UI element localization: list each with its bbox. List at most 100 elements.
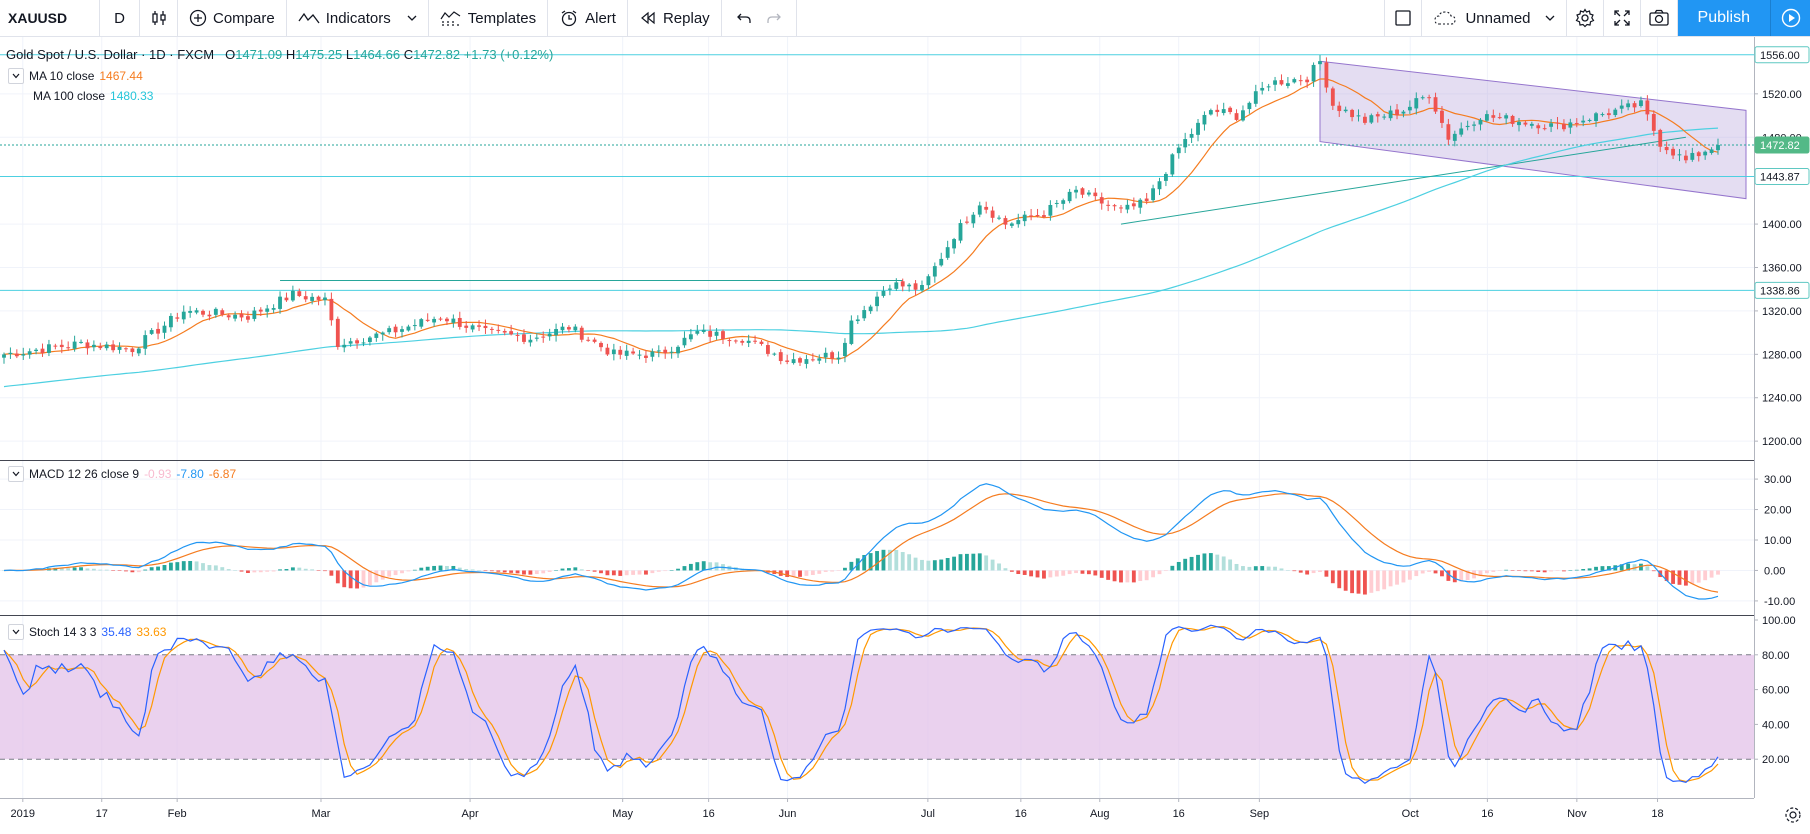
candle-body: [926, 276, 931, 286]
publish-button[interactable]: Publish: [1677, 0, 1770, 36]
candle-body: [85, 342, 90, 349]
ma10-line: [3, 78, 1719, 360]
candle-body: [496, 329, 501, 331]
candle-body: [836, 357, 841, 360]
macd-histogram-bar: [361, 570, 366, 588]
candle-body: [1305, 79, 1310, 83]
macd-histogram-bar: [130, 570, 135, 573]
candle-body: [213, 308, 218, 315]
macd-histogram-bar: [1016, 570, 1021, 575]
trend-line[interactable]: [1120, 136, 1686, 225]
candle-body: [1009, 223, 1014, 226]
macd-histogram-bar: [1285, 570, 1290, 571]
settings-button[interactable]: [1567, 0, 1604, 36]
fullscreen-button[interactable]: [1604, 0, 1641, 36]
macd-histogram-bar: [1568, 570, 1573, 571]
collapse-stoch-toggle[interactable]: [8, 624, 24, 640]
macd-histogram-bar: [1202, 553, 1207, 571]
candle-body: [1170, 154, 1175, 175]
macd-histogram-bar: [907, 554, 912, 571]
candles: [2, 55, 1720, 369]
chevron-down-icon[interactable]: [407, 13, 417, 23]
candle-body: [1401, 111, 1406, 114]
macd-histogram-bar: [1401, 570, 1406, 583]
macd-pane[interactable]: [0, 478, 1754, 602]
gear-teeth: [1785, 807, 1801, 823]
collapse-macd-toggle[interactable]: [8, 466, 24, 482]
ma100-legend: MA 100 close 1480.33: [33, 89, 153, 103]
stoch-pane[interactable]: [0, 624, 1754, 785]
play-button[interactable]: [1770, 0, 1810, 36]
candle-body: [855, 319, 860, 322]
candle-body: [1555, 122, 1560, 124]
macd-histogram-bar: [290, 567, 295, 571]
redo-icon[interactable]: [766, 10, 782, 26]
undo-icon[interactable]: [736, 10, 752, 26]
macd-histogram-bar: [1600, 566, 1605, 571]
candle-body: [1074, 189, 1078, 193]
candle-body: [1484, 114, 1489, 121]
templates-button[interactable]: Templates: [429, 0, 549, 36]
candle-body: [419, 319, 424, 327]
macd-histogram-bar: [875, 551, 879, 571]
macd-histogram-bar: [400, 570, 404, 574]
macd-histogram-bar: [1420, 570, 1425, 574]
chart-style-button[interactable]: [140, 0, 178, 36]
macd-histogram-bar: [367, 570, 372, 586]
replay-label: Replay: [662, 9, 710, 27]
symbol-search-button[interactable]: XAUUSD: [0, 0, 100, 36]
macd-histogram-bar: [207, 565, 212, 571]
macd-histogram-bar: [656, 570, 661, 572]
gear-icon[interactable]: [1785, 807, 1801, 823]
save-layout-button[interactable]: Unnamed: [1422, 0, 1567, 36]
macd-histogram-bar: [618, 570, 623, 576]
replay-icon: [639, 9, 657, 27]
candle-body: [1067, 191, 1072, 202]
replay-button[interactable]: Replay: [628, 0, 722, 36]
macd-histogram-bar: [1234, 563, 1239, 571]
candle-body: [335, 318, 340, 348]
fullscreen-icon: [1613, 9, 1631, 27]
candle-body: [759, 341, 764, 344]
macd-histogram-bar: [1363, 570, 1367, 595]
price-pane[interactable]: [0, 54, 1754, 442]
candle-body: [1690, 152, 1695, 160]
candle-body: [136, 348, 141, 354]
candle-body: [53, 345, 58, 347]
chart-canvas[interactable]: 1520.001480.001400.001360.001320.001280.…: [0, 37, 1810, 834]
macd-histogram-bar: [849, 561, 854, 571]
candle-body: [1048, 204, 1053, 216]
macd-histogram-bar: [1183, 558, 1188, 571]
price-label-box: [1754, 46, 1810, 64]
price-axis[interactable]: 1520.001480.001400.001360.001320.001280.…: [1754, 37, 1810, 798]
interval-button[interactable]: D: [100, 0, 140, 36]
time-tick-label: Jul: [921, 808, 935, 820]
stoch-band: [0, 654, 1754, 760]
candle-body: [810, 359, 815, 361]
candle-body: [599, 342, 603, 348]
candle-body: [907, 284, 912, 287]
candle-body: [1215, 109, 1220, 113]
indicators-button[interactable]: Indicators: [287, 0, 429, 36]
price-tick-label: 1360.00: [1762, 262, 1802, 274]
candle-body: [509, 331, 514, 335]
snapshot-button[interactable]: [1641, 0, 1678, 36]
time-axis[interactable]: 2019 17 Feb Mar Apr May 16 Jun Jul 16 Aug 16 Sep Oct 1…: [0, 798, 1810, 834]
candle-body: [1208, 110, 1213, 115]
ma10-name: MA 10 close: [29, 69, 95, 83]
macd-histogram-bar: [682, 566, 687, 571]
collapse-legend-toggle[interactable]: [8, 68, 24, 84]
trend-channel[interactable]: [1319, 60, 1747, 200]
macd-histogram-bar: [611, 570, 616, 576]
stoch-tick-label: 100.00: [1762, 615, 1796, 627]
candle-body: [1119, 207, 1123, 209]
candle-body: [997, 217, 1001, 219]
layout-select-button[interactable]: [1385, 0, 1423, 36]
candle-body: [1228, 107, 1233, 113]
macd-histogram-bar: [1664, 570, 1669, 582]
macd-histogram-bar: [143, 569, 148, 571]
compare-button[interactable]: Compare: [178, 0, 287, 36]
candle-body: [233, 314, 238, 319]
candle-body: [881, 290, 886, 296]
alert-button[interactable]: Alert: [548, 0, 628, 36]
